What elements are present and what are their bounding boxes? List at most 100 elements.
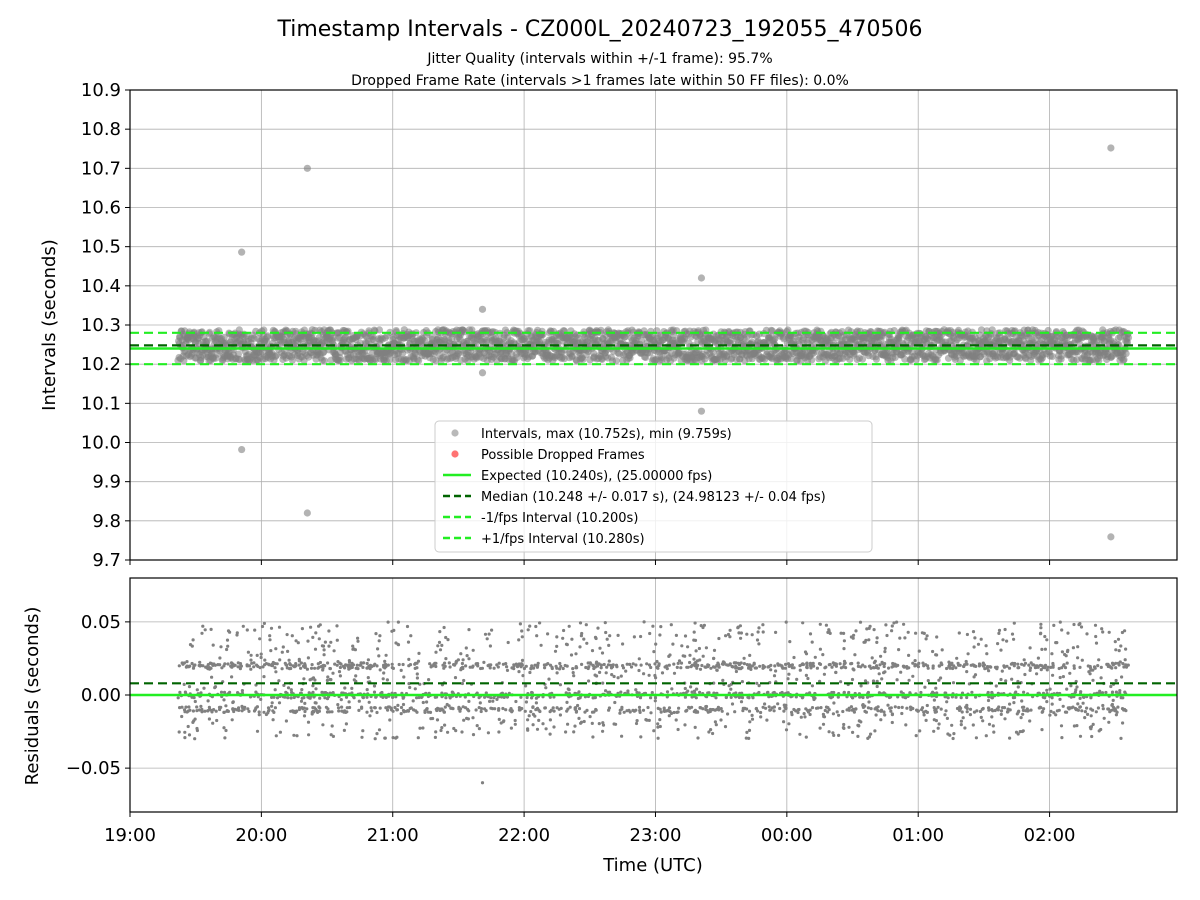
residual-point (1066, 706, 1070, 710)
residual-point (936, 705, 940, 709)
residual-point (1012, 637, 1016, 641)
interval-point (638, 336, 646, 344)
residual-point (213, 685, 218, 689)
residual-point (582, 719, 586, 724)
residual-point (907, 653, 911, 658)
residual-point (391, 666, 395, 671)
residual-point (1022, 690, 1026, 694)
residual-point (199, 704, 203, 709)
residual-point (277, 625, 282, 629)
residual-point (739, 636, 743, 640)
residual-point (755, 638, 760, 642)
residual-point (1078, 665, 1082, 670)
residual-point (406, 640, 411, 644)
residual-point (307, 733, 311, 737)
residual-point (1008, 702, 1012, 706)
residual-point (436, 644, 440, 648)
residual-point (415, 672, 419, 676)
residual-point (523, 709, 527, 713)
residual-point (788, 640, 792, 644)
residual-point (1068, 671, 1072, 675)
residual-point (587, 679, 591, 683)
residual-point (877, 672, 881, 676)
residual-point (805, 663, 809, 668)
residual-point (656, 722, 660, 726)
residual-point (712, 656, 716, 661)
residual-point (915, 663, 919, 667)
residual-point (890, 720, 894, 725)
residual-point (203, 628, 207, 632)
residual-point (803, 650, 808, 654)
residual-point (769, 663, 773, 668)
residual-point (920, 631, 925, 635)
residual-point (1104, 690, 1108, 695)
residual-point (386, 620, 390, 624)
residual-point (620, 705, 624, 709)
residual-point (1121, 696, 1125, 700)
residual-point (684, 709, 688, 713)
residual-point (322, 648, 326, 652)
residual-point (187, 733, 192, 737)
interval-point (386, 356, 394, 364)
residual-point (996, 642, 1000, 646)
residual-point (311, 690, 315, 695)
residual-point (262, 710, 266, 714)
residual-point (1001, 706, 1005, 710)
residual-point (1114, 690, 1118, 694)
residual-point (247, 709, 251, 714)
residual-point (325, 678, 329, 683)
residual-point (226, 662, 230, 666)
residual-point (667, 663, 671, 667)
residual-point (535, 634, 539, 638)
residual-point (309, 666, 314, 670)
residual-point (698, 667, 703, 671)
interval-point (891, 353, 899, 361)
residual-point (1061, 675, 1065, 679)
residual-point (871, 679, 876, 683)
residual-point (413, 687, 417, 691)
residual-point (193, 717, 197, 721)
residual-point (694, 649, 698, 653)
residual-point (834, 670, 838, 675)
interval-outlier-point (697, 274, 706, 282)
residual-point (959, 719, 964, 723)
residual-point (992, 730, 996, 734)
residual-point (252, 709, 257, 713)
residual-point (210, 675, 214, 679)
residual-point (657, 662, 661, 666)
residual-point (262, 675, 266, 679)
residual-point (1029, 708, 1033, 712)
residual-point (803, 715, 807, 719)
residual-point (761, 623, 765, 627)
residual-point (977, 664, 982, 668)
residual-point (331, 734, 335, 739)
interval-point (415, 357, 423, 365)
residual-point (797, 707, 801, 712)
residual-point (1116, 705, 1120, 709)
residual-point (502, 719, 506, 723)
residual-point (535, 727, 540, 731)
residual-point (565, 664, 569, 668)
residual-point (907, 678, 911, 682)
residual-point (1112, 662, 1116, 666)
residual-point (1051, 665, 1055, 669)
residual-point (745, 730, 749, 735)
residual-point (215, 718, 219, 723)
interval-outlier-point (1107, 533, 1115, 541)
residual-point (546, 632, 550, 636)
residual-point (538, 621, 542, 625)
residual-point (990, 708, 994, 712)
residual-point (736, 626, 740, 630)
residual-point (1124, 709, 1128, 713)
residual-point (330, 724, 334, 728)
residual-point (250, 661, 254, 665)
residual-point (593, 635, 598, 640)
residual-point (851, 730, 855, 735)
residual-point (558, 667, 562, 671)
residual-point (902, 622, 906, 626)
residual-point (987, 722, 992, 726)
residual-point (289, 688, 293, 692)
residual-point (517, 638, 521, 642)
residual-point (497, 661, 501, 665)
residual-point (217, 705, 222, 709)
